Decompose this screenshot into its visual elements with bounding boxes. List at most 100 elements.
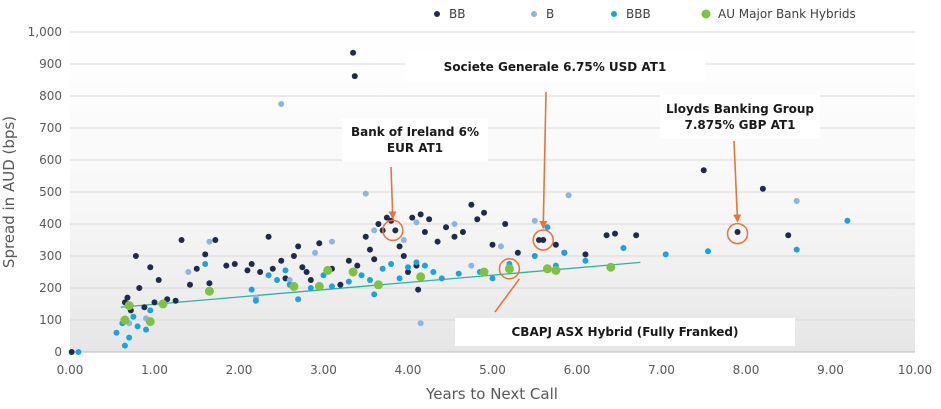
data-point (231, 261, 238, 267)
data-point (540, 237, 547, 243)
data-point (759, 185, 766, 192)
data-point (124, 294, 131, 301)
data-point (413, 259, 420, 266)
data-point (136, 285, 143, 291)
data-point (134, 323, 141, 330)
data-point (113, 329, 120, 336)
data-point (295, 296, 302, 303)
data-point (265, 272, 272, 279)
data-point (481, 209, 488, 216)
data-point (479, 267, 489, 277)
data-point (474, 216, 481, 223)
data-point (489, 241, 496, 248)
x-axis-title: Years to Next Call (425, 385, 558, 403)
x-tick-label: 6.00 (564, 363, 591, 377)
legend-label: B (546, 7, 554, 21)
data-point (147, 307, 154, 314)
data-point (373, 280, 383, 290)
data-point (421, 229, 428, 235)
data-point (417, 320, 424, 327)
data-point (417, 211, 424, 218)
data-point (312, 249, 319, 256)
data-point (451, 221, 458, 227)
y-tick-label: 200 (39, 281, 62, 295)
data-point (612, 230, 619, 237)
callout-label: 7.875% GBP AT1 (684, 118, 795, 132)
data-point (278, 101, 285, 107)
data-point (354, 262, 361, 269)
data-point (303, 269, 310, 275)
data-point (434, 238, 441, 245)
data-point (121, 342, 128, 349)
data-point (278, 257, 285, 264)
data-point (366, 246, 373, 253)
data-point (202, 261, 209, 267)
x-tick-labels: 0.00 1.00 2.00 3.00 4.00 5.00 6.00 7.00 8.00 9.00… (57, 363, 933, 377)
callout-box (660, 95, 820, 139)
data-point (606, 262, 616, 272)
data-point (126, 334, 133, 341)
data-point (793, 246, 800, 253)
data-point (443, 224, 450, 231)
data-point (396, 275, 403, 282)
y-tick-label: 500 (39, 185, 62, 199)
data-point (662, 251, 669, 258)
data-point (186, 281, 193, 288)
data-point (151, 299, 158, 306)
data-point (202, 251, 209, 258)
y-tick-label: 800 (39, 89, 62, 103)
data-point (421, 262, 428, 269)
data-point (633, 232, 640, 239)
data-points (68, 49, 851, 355)
data-point (489, 275, 496, 282)
data-point (265, 233, 272, 240)
callout-label: Bank of Ireland 6% (351, 125, 479, 139)
data-point (147, 264, 154, 271)
highlight-circle (726, 222, 749, 245)
data-point (400, 253, 407, 259)
data-point (248, 261, 255, 267)
data-point (244, 267, 251, 274)
data-point (295, 243, 302, 250)
data-point (383, 214, 390, 221)
y-tick-label: 0 (54, 345, 62, 359)
data-point (734, 229, 741, 235)
data-point (430, 269, 437, 275)
data-point (400, 237, 407, 243)
data-point (438, 275, 445, 282)
x-tick-label: 10.00 (898, 363, 932, 377)
y-tick-label: 1,000 (28, 25, 62, 39)
data-point (455, 270, 462, 277)
data-point (274, 277, 281, 283)
data-point (206, 238, 213, 245)
callout-arrow (733, 140, 742, 223)
data-point (582, 251, 589, 258)
data-point (350, 49, 357, 56)
x-tick-label: 3.00 (310, 363, 337, 377)
y-tick-label: 700 (39, 121, 62, 135)
x-tick-label: 5.00 (479, 363, 506, 377)
legend-label: AU Major Bank Hybrids (718, 7, 856, 21)
data-point (514, 249, 521, 256)
data-point (299, 264, 306, 271)
data-point (388, 261, 395, 267)
data-point (405, 269, 411, 275)
highlight-circle (532, 229, 554, 251)
data-point (413, 219, 420, 226)
data-point (416, 272, 426, 282)
callout-box (455, 318, 795, 346)
data-point (375, 221, 382, 227)
data-point (371, 227, 378, 234)
data-point (337, 281, 344, 288)
data-point (141, 304, 148, 311)
legend-marker (531, 11, 537, 17)
data-point (504, 264, 514, 274)
data-point (409, 214, 416, 221)
callout-label: EUR AT1 (387, 141, 443, 155)
legend-label: BB (449, 7, 465, 21)
data-point (362, 233, 369, 240)
data-point (120, 315, 130, 325)
data-point (193, 265, 200, 272)
data-point (282, 267, 289, 274)
data-point (793, 197, 800, 204)
